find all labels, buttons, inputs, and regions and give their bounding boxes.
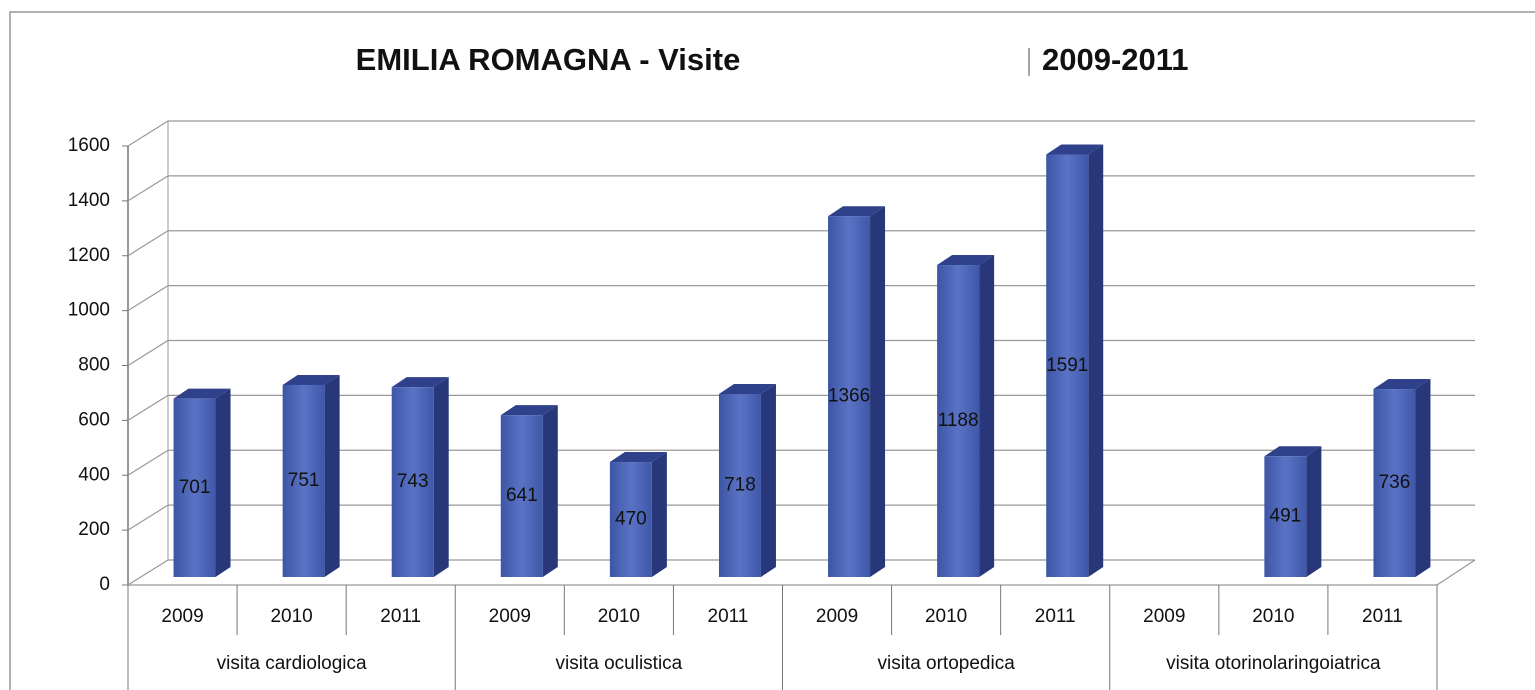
bar-side	[651, 452, 667, 577]
bar-top	[937, 255, 995, 266]
x-tick-label: 2009	[1143, 606, 1185, 627]
bar	[1046, 154, 1089, 578]
group-label: visita ortopedica	[877, 653, 1015, 674]
bar-side	[1088, 144, 1104, 578]
bar-side	[215, 388, 231, 577]
y-tick-label: 600	[78, 409, 110, 430]
x-tick-label: 2009	[161, 606, 203, 627]
bar-side	[542, 405, 558, 577]
bar-side	[979, 255, 995, 578]
grid-line	[127, 394, 1475, 421]
y-tick-label: 400	[78, 464, 110, 485]
x-tick-label: 2009	[816, 606, 858, 627]
bar-top	[718, 383, 776, 394]
x-tick-label: 2011	[708, 606, 749, 627]
x-tick-label: 2009	[489, 606, 531, 627]
grid-line	[127, 120, 1475, 147]
value-label: 736	[1379, 472, 1411, 493]
bar	[828, 216, 871, 578]
bar	[718, 393, 761, 577]
value-label: 1366	[828, 386, 870, 407]
grid-line	[127, 449, 1475, 476]
bar-side	[870, 206, 886, 578]
bar	[282, 384, 325, 577]
bar-side	[433, 377, 449, 577]
grid-line	[127, 504, 1475, 531]
y-tick-label: 1600	[68, 135, 110, 156]
frame	[9, 11, 1535, 690]
x-tick-label: 2011	[1362, 606, 1403, 627]
bar-top	[1373, 379, 1431, 390]
y-tick-label: 1400	[68, 190, 110, 211]
bar-side	[760, 383, 776, 577]
value-label: 470	[615, 509, 647, 530]
chart-title-right: 2009-2011	[1042, 42, 1189, 77]
grid-line	[127, 559, 1475, 586]
y-tick-label: 0	[99, 574, 110, 595]
grid-line	[127, 175, 1475, 202]
grid-line	[127, 339, 1475, 367]
y-tick-label: 200	[78, 519, 110, 540]
grid-line	[127, 285, 1475, 312]
y-tick-label: 1200	[68, 245, 110, 266]
value-label: 491	[1270, 506, 1302, 527]
bar	[1373, 389, 1416, 577]
value-label: 641	[506, 485, 538, 506]
value-label: 1188	[938, 410, 979, 431]
bar	[937, 265, 980, 577]
y-tick-label: 1000	[68, 300, 110, 321]
bar-top	[1264, 446, 1322, 457]
bar	[1264, 456, 1307, 577]
group-label: visita oculistica	[556, 653, 683, 674]
bar-top	[1046, 144, 1104, 155]
value-label: 718	[724, 475, 756, 496]
x-tick-label: 2010	[925, 606, 967, 627]
bar-side	[324, 374, 340, 577]
bar	[609, 462, 652, 577]
bar	[500, 415, 543, 577]
bar-side	[1306, 446, 1322, 577]
x-tick-label: 2011	[380, 606, 421, 627]
bar-top	[173, 388, 231, 399]
bar-side	[1415, 379, 1431, 577]
grid-line	[127, 230, 1475, 257]
chart-title: EMILIA ROMAGNA - Visite	[356, 42, 741, 77]
bar-top	[391, 377, 449, 388]
group-label: visita otorinolaringoiatrica	[1166, 653, 1381, 674]
x-tick-label: 2010	[270, 606, 312, 627]
bar	[391, 387, 434, 577]
bar-top	[828, 206, 886, 217]
value-label: 743	[397, 471, 429, 492]
x-tick-label: 2010	[1252, 606, 1294, 627]
y-tick-label: 800	[78, 355, 110, 376]
x-tick-label: 2010	[598, 606, 640, 627]
bar	[173, 398, 216, 577]
value-label: 751	[288, 470, 320, 491]
group-label: visita cardiologica	[217, 653, 367, 674]
value-label: 1591	[1046, 355, 1088, 376]
bar-top	[500, 405, 558, 416]
bar-top	[282, 374, 340, 385]
bar-top	[609, 452, 667, 463]
value-label: 701	[179, 477, 211, 498]
x-tick-label: 2011	[1035, 606, 1076, 627]
